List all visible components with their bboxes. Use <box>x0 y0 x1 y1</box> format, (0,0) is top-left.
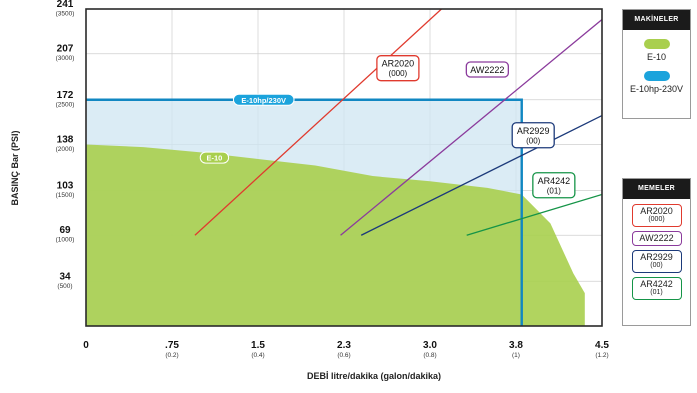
area-layer <box>86 99 585 326</box>
x-tick-label: 4.5 <box>595 340 609 351</box>
legend-machines: MAKİNELER E-10 E-10hp-230V <box>622 9 691 119</box>
series-label-ar2929 <box>511 122 555 149</box>
legend-nozzle-aw2222: AW2222 <box>631 231 682 246</box>
e10-badge <box>199 151 230 164</box>
y-tick-label: 34 <box>59 271 71 282</box>
y-tick-sublabel: (2500) <box>56 101 75 108</box>
nozzle-name: AR2020 <box>640 206 673 216</box>
y-axis-label: BASINÇ Bar (PSI) <box>10 130 20 205</box>
nozzle-name: AR4242 <box>640 279 673 289</box>
series-label-ar2020 <box>376 55 420 82</box>
y-tick-label: 172 <box>57 90 74 101</box>
y-tick-label: 241 <box>57 0 74 10</box>
y-tick-label: 103 <box>57 181 74 192</box>
series-label-ar4242 <box>532 172 576 199</box>
series-label-sub: (00) <box>526 136 541 145</box>
series-line-ar2020 <box>194 9 442 236</box>
nozzle-sub: (01) <box>650 289 663 296</box>
nozzle-name: AR2929 <box>640 252 673 262</box>
series-label-sub: (000) <box>389 69 408 78</box>
y-tick-sublabel: (3500) <box>56 11 75 18</box>
y-tick-sublabel: (1000) <box>56 237 75 244</box>
plot-frame <box>85 8 603 327</box>
series-label-name: AW2222 <box>470 65 504 75</box>
y-tick-sublabel: (500) <box>57 283 72 290</box>
legend-nozzle-ar2929: AR2929 (00) <box>631 250 682 273</box>
y-tick-sublabel: (3000) <box>56 55 75 62</box>
x-axis-label: DEBİ litre/dakika (galon/dakika) <box>307 371 441 381</box>
legend-nozzles-title: MEMELER <box>623 179 690 199</box>
series-label-aw2222 <box>465 61 509 78</box>
x-tick-sublabel: (0.2) <box>165 352 178 359</box>
e10-badge-text: E-10 <box>207 154 223 163</box>
legend-item-e10-label: E-10 <box>646 52 666 62</box>
legend-item-e10: E-10 <box>623 39 690 62</box>
series-label-name: AR2929 <box>517 126 550 136</box>
y-tick-label: 207 <box>57 44 74 55</box>
x-tick-label: 0 <box>83 340 89 351</box>
nozzle-sub: (00) <box>650 262 663 269</box>
series-label-sub: (01) <box>547 186 562 195</box>
e10hp-swatch <box>643 71 670 81</box>
x-tick-label: .75 <box>165 340 179 351</box>
x-tick-label: 3.0 <box>423 340 437 351</box>
e10hp-badge-text: E-10hp/230V <box>241 96 286 105</box>
x-tick-sublabel: (0.4) <box>251 352 264 359</box>
x-tick-sublabel: (0.8) <box>423 352 436 359</box>
x-tick-label: 1.5 <box>251 340 265 351</box>
area-outline-e10hp <box>86 98 523 326</box>
legend-nozzle-ar4242: AR4242 (01) <box>631 277 682 300</box>
x-tick-sublabel: (1.2) <box>595 352 608 359</box>
series-label-name: AR4242 <box>538 176 571 186</box>
y-tick-sublabel: (2000) <box>56 146 75 153</box>
series-label-name: AR2020 <box>382 59 415 69</box>
legend-nozzle-ar2020: AR2020 (000) <box>631 204 682 227</box>
x-tick-label: 3.8 <box>509 340 523 351</box>
y-tick-sublabel: (1500) <box>56 192 75 199</box>
series-line-ar2929 <box>360 114 602 236</box>
legend-nozzles: MEMELER AR2020 (000) AW2222 AR2929 (00) … <box>622 178 691 326</box>
series-line-aw2222 <box>340 19 602 236</box>
y-tick-label: 69 <box>59 225 71 236</box>
y-tick-label: 138 <box>57 134 74 145</box>
legend-item-e10hp: E-10hp-230V <box>623 71 690 94</box>
e10-swatch <box>643 39 670 49</box>
area-e-10 <box>86 144 585 326</box>
legend-machines-title: MAKİNELER <box>623 10 690 30</box>
series-line-ar4242 <box>466 193 602 236</box>
tick-labels: 0 .75(0.2) 1.5(0.4) 2.3(0.6) 3.0(0.8) 3.8(1) 4… <box>56 0 610 359</box>
nozzle-name: AW2222 <box>639 233 674 243</box>
legend-item-e10hp-label: E-10hp-230V <box>629 84 684 94</box>
x-tick-sublabel: (1) <box>512 352 520 359</box>
x-tick-label: 2.3 <box>337 340 351 351</box>
x-tick-sublabel: (0.6) <box>337 352 350 359</box>
nozzle-sub: (000) <box>648 216 665 223</box>
line-layer <box>86 9 602 326</box>
e10hp-badge <box>232 93 295 106</box>
